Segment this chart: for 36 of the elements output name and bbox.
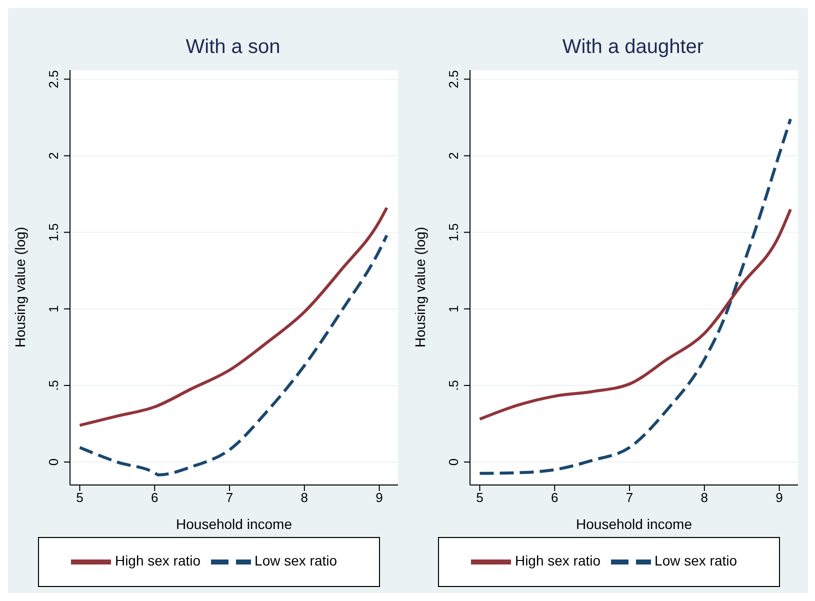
y-tick-label: 2.5 [446, 70, 461, 88]
y-tick-label: .5 [46, 380, 61, 391]
x-tick-label: 7 [626, 490, 634, 506]
x-tick-label: 8 [700, 490, 708, 506]
x-tick-label: 9 [776, 490, 783, 506]
x-tick-label: 5 [76, 490, 84, 506]
x-tick-label: 6 [551, 490, 558, 506]
y-tick-label: 1 [446, 305, 461, 313]
y-tick-label: 1 [46, 305, 61, 313]
legend-label: Low sex ratio [254, 552, 338, 569]
y-tick-label: 2.5 [46, 70, 61, 88]
legend-label: High sex ratio [114, 552, 201, 569]
y-tick-label: 0 [46, 458, 61, 466]
line-series [478, 118, 792, 475]
line-series [78, 234, 388, 476]
legend-label: High sex ratio [514, 552, 601, 569]
y-tick-label: 1.5 [446, 223, 461, 242]
x-tick-label: 8 [300, 490, 308, 506]
y-axis-title: Housing value (log) [12, 226, 28, 348]
x-tick-label: 5 [476, 490, 484, 506]
x-tick-label: 6 [151, 490, 158, 506]
y-tick-label: 1.5 [46, 223, 61, 242]
y-tick-label: 2 [446, 152, 461, 160]
y-tick-label: 2 [46, 152, 61, 160]
legend-label: Low sex ratio [654, 552, 738, 569]
x-tick-label: 9 [376, 490, 383, 506]
x-tick-label: 7 [226, 490, 234, 506]
line-series [478, 208, 792, 421]
chart-title: With a son [184, 36, 282, 59]
x-axis-title: Household income [576, 516, 692, 532]
y-tick-label: 0 [446, 458, 461, 466]
chart-title: With a daughter [561, 36, 705, 59]
y-axis-title: Housing value (log) [412, 226, 428, 348]
line-series [78, 206, 388, 427]
x-axis-title: Household income [176, 516, 292, 532]
y-tick-label: .5 [446, 380, 461, 391]
